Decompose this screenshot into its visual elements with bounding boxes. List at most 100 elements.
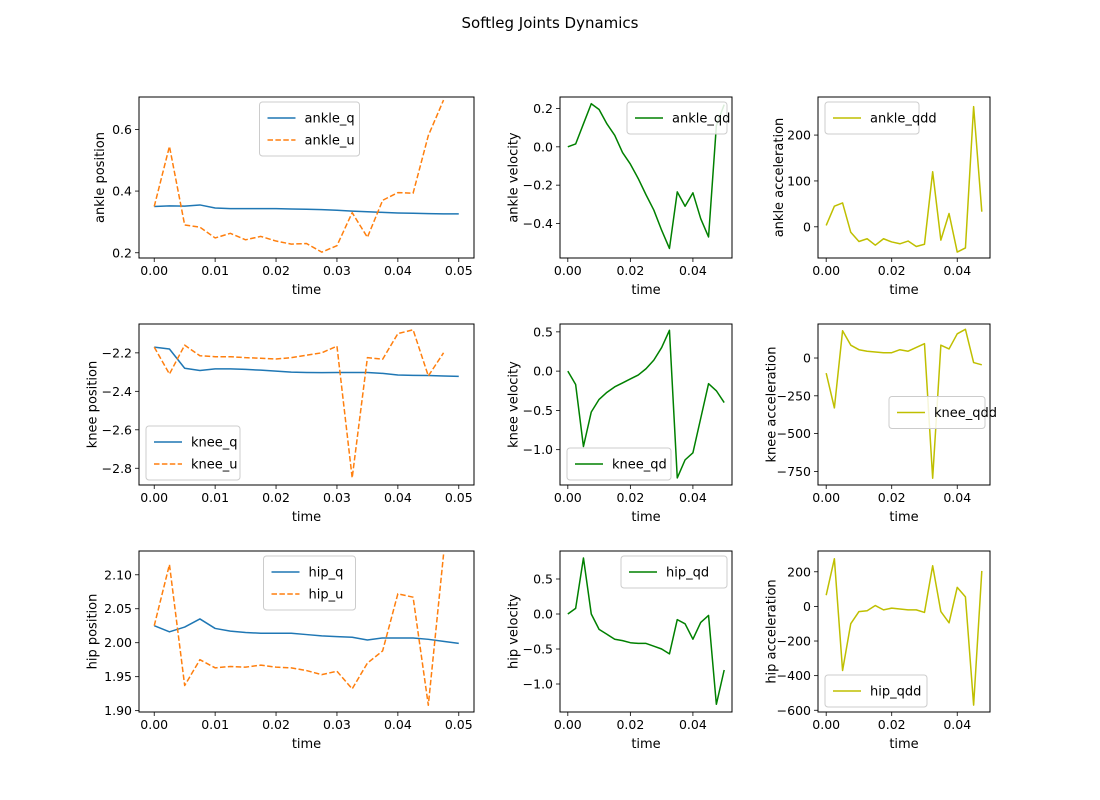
subplot-4: 0.00 0.01 0.02 0.03 0.04 0.05 −2.8 −2.6 −2.4 −2.2… <box>86 323 475 525</box>
series-line-knee_qdd <box>825 328 983 479</box>
y-tick-label: −1.0 <box>523 677 553 692</box>
y-tick-label: 200 <box>787 128 811 143</box>
legend-box <box>259 101 360 157</box>
y-tick-label: −0.5 <box>523 642 553 657</box>
y-tick-label: 0.0 <box>533 139 553 154</box>
y-tick-label: −0.4 <box>523 216 553 231</box>
y-tick-label: 0.6 <box>112 122 132 137</box>
x-tick-label: 0.02 <box>262 717 290 732</box>
subplots: 0.00 0.01 0.02 0.03 0.04 0.050.20.40.6timeank… <box>86 96 997 752</box>
x-tick-label: 0.01 <box>201 717 229 732</box>
legend: ankle_qd <box>626 101 730 135</box>
y-tick-label: −2.2 <box>102 345 132 360</box>
y-tick-label: −1.0 <box>523 442 553 457</box>
x-tick-label: 0.02 <box>262 263 290 278</box>
x-tick-label: 0.04 <box>943 717 971 732</box>
x-axis-label: time <box>292 737 321 752</box>
y-tick-label: −250 <box>777 388 811 403</box>
y-tick-label: 0.5 <box>533 324 553 339</box>
series-line-hip_qd <box>567 557 725 706</box>
x-tick-label: 0.03 <box>323 490 351 505</box>
x-tick-label: 0.00 <box>140 717 168 732</box>
y-tick-label: 1.90 <box>104 703 132 718</box>
series-line-knee_q <box>154 346 459 378</box>
series-line-hip_q <box>153 618 459 645</box>
y-tick-label: 2.10 <box>104 567 132 582</box>
series-line-ankle_qdd <box>825 105 983 253</box>
legend-box <box>620 555 728 589</box>
subplot-7: 0.00 0.01 0.02 0.03 0.04 0.05 1.90 1.95 2.00 2.05… <box>86 550 475 752</box>
y-axis-label: knee velocity <box>507 361 522 448</box>
series-line-knee_u <box>153 329 445 479</box>
legend-label-knee_q: knee_q <box>191 436 238 451</box>
legend-label-hip_q: hip_q <box>309 566 344 581</box>
legend-box <box>626 101 728 135</box>
plot-frame <box>559 96 733 259</box>
y-tick-label: 0 <box>803 219 811 234</box>
x-tick-label: 0.00 <box>812 717 840 732</box>
x-tick-label: 0.04 <box>679 263 707 278</box>
y-tick-label: 0.4 <box>112 184 132 199</box>
x-tick-label: 0.04 <box>384 490 412 505</box>
plot-frame <box>138 550 475 713</box>
subplot-1: 0.00 0.01 0.02 0.03 0.04 0.05 0.2 0.4 0.6 time ank… <box>93 96 475 298</box>
y-tick-label: 1.95 <box>104 669 132 684</box>
x-axis-label: time <box>889 283 918 298</box>
legend-box <box>145 425 241 481</box>
x-tick-label: 0.04 <box>384 717 412 732</box>
series-line-hip_qdd <box>825 558 983 706</box>
plot-frame <box>138 96 475 259</box>
legend-box <box>263 555 356 611</box>
x-tick-label: 0.00 <box>140 490 168 505</box>
series-line-ankle_q <box>154 204 459 215</box>
y-tick-label: −500 <box>777 426 811 441</box>
x-tick-label: 0.05 <box>445 717 473 732</box>
y-tick-label: −2.6 <box>102 422 132 437</box>
series-line-ankle_u <box>153 99 445 253</box>
legend: knee_qdd <box>888 396 997 429</box>
legend: hip_qd <box>620 555 728 589</box>
y-tick-label: −2.8 <box>102 461 132 476</box>
x-tick-label: 0.04 <box>943 490 971 505</box>
plot-frame <box>817 323 991 486</box>
legend-box <box>888 396 986 429</box>
y-tick-label: 2.00 <box>104 635 132 650</box>
x-axis-label: time <box>631 283 660 298</box>
legend: hip_q hip_u <box>263 555 356 611</box>
y-tick-label: 200 <box>787 564 811 579</box>
plot-frame <box>817 96 991 259</box>
legend-label-hip_qdd: hip_qdd <box>870 685 921 700</box>
x-tick-label: 0.04 <box>679 717 707 732</box>
y-tick-label: 0 <box>803 351 811 366</box>
y-axis-label: hip velocity <box>507 594 522 669</box>
x-axis-label: time <box>631 737 660 752</box>
legend-label-hip_u: hip_u <box>309 588 344 603</box>
y-tick-label: −0.2 <box>523 178 553 193</box>
x-tick-label: 0.00 <box>812 490 840 505</box>
y-tick-label: −2.4 <box>102 384 132 399</box>
y-axis-label: knee position <box>86 361 101 448</box>
y-tick-label: 0.2 <box>533 101 553 116</box>
x-tick-label: 0.00 <box>554 263 582 278</box>
x-tick-label: 0.01 <box>201 263 229 278</box>
x-tick-label: 0.02 <box>262 490 290 505</box>
y-axis-label: ankle position <box>93 132 108 223</box>
legend-box <box>566 447 672 481</box>
y-tick-label: 2.05 <box>104 601 132 616</box>
y-tick-label: −600 <box>777 703 811 718</box>
figure-title: Softleg Joints Dynamics <box>462 14 639 32</box>
legend-label-hip_qd: hip_qd <box>666 566 709 581</box>
y-axis-label: hip position <box>86 594 101 670</box>
x-tick-label: 0.02 <box>616 717 644 732</box>
y-tick-label: −200 <box>777 634 811 649</box>
x-tick-label: 0.03 <box>323 717 351 732</box>
x-tick-label: 0.03 <box>323 263 351 278</box>
x-tick-label: 0.01 <box>201 490 229 505</box>
subplot-3: 0.00 0.02 0.04 0 100 200 time ankle acceleratio… <box>772 96 991 298</box>
legend-label-knee_qdd: knee_qdd <box>934 406 997 421</box>
y-tick-label: 0.5 <box>533 572 553 587</box>
x-tick-label: 0.05 <box>445 263 473 278</box>
subplot-5: 0.00 0.02 0.04 −1.0 −0.5 0.0 0.5 time knee veloc… <box>507 323 733 525</box>
x-tick-label: 0.05 <box>445 490 473 505</box>
y-tick-label: 0.2 <box>112 245 132 260</box>
